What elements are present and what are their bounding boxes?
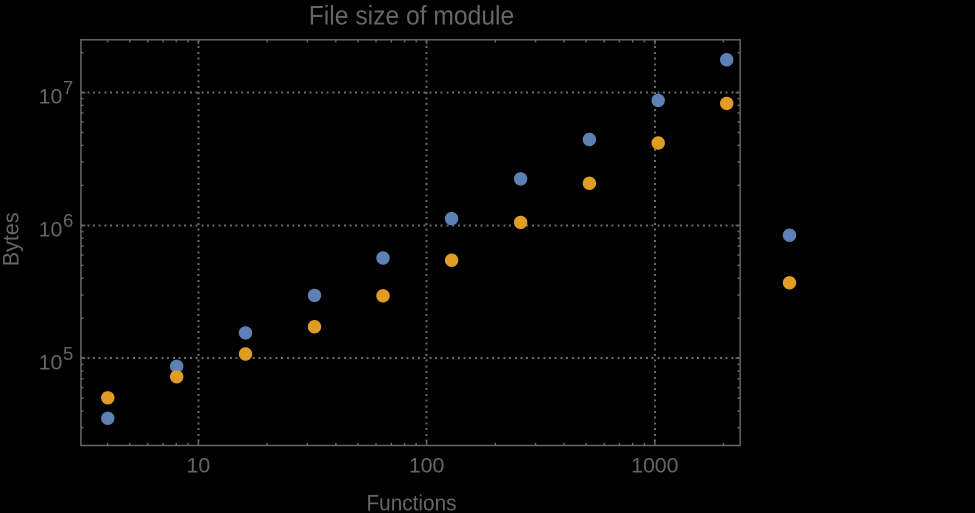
svg-text:6: 6 <box>63 210 73 231</box>
svg-text:100: 100 <box>409 453 445 477</box>
svg-text:10: 10 <box>39 85 63 109</box>
svg-text:10: 10 <box>39 350 63 374</box>
svg-text:Functions: Functions <box>367 491 457 513</box>
svg-text:10: 10 <box>187 453 211 477</box>
svg-text:7: 7 <box>63 77 73 98</box>
svg-text:File size of module: File size of module <box>309 0 515 30</box>
svg-text:5: 5 <box>63 343 73 364</box>
svg-text:10: 10 <box>39 218 63 242</box>
svg-text:1000: 1000 <box>631 453 679 477</box>
svg-text:Bytes: Bytes <box>0 212 24 266</box>
